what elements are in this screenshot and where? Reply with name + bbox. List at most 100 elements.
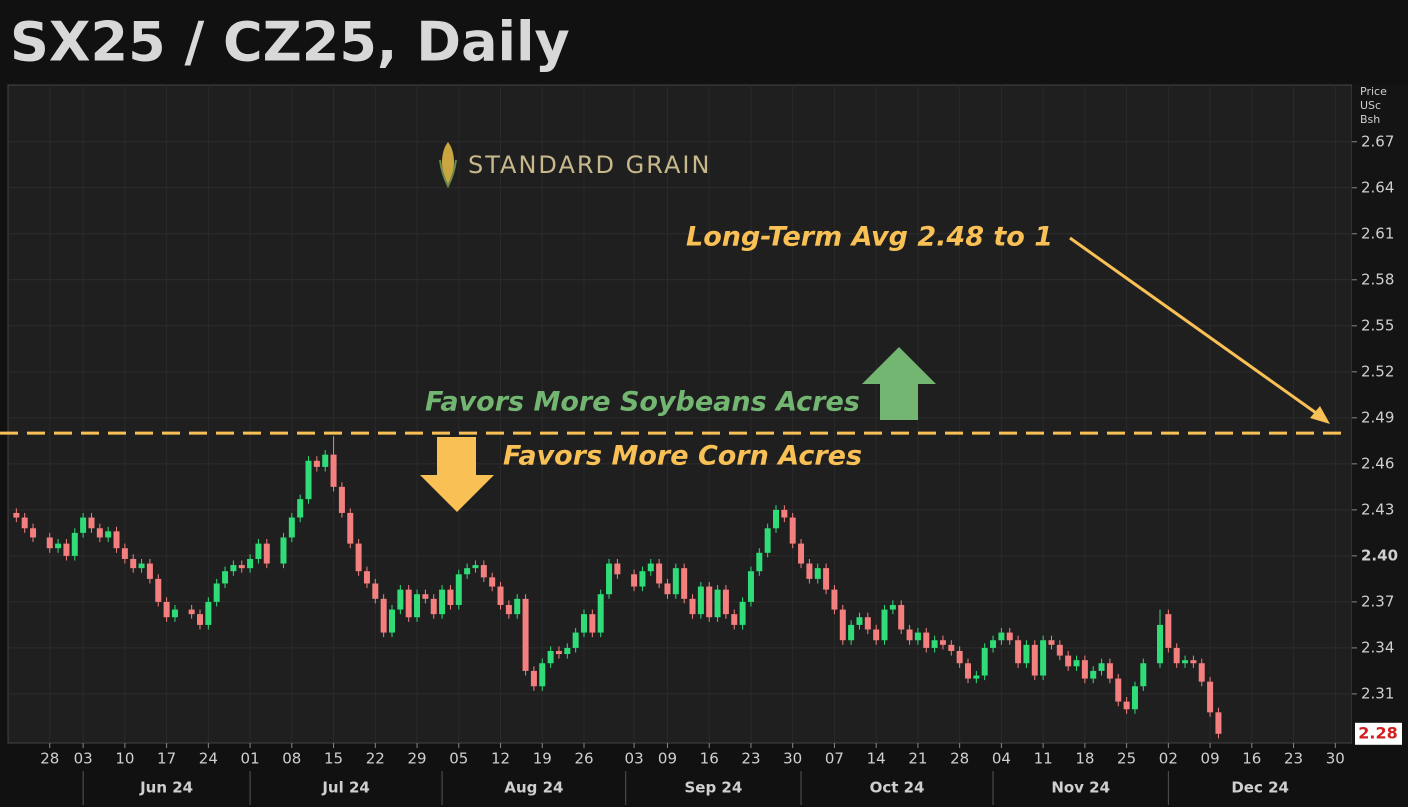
x-tick-label: 30 bbox=[1326, 750, 1345, 768]
candle-body bbox=[113, 531, 120, 549]
candle-body bbox=[965, 663, 971, 679]
candle-body bbox=[30, 528, 37, 538]
candle-body bbox=[472, 565, 479, 569]
candle-body bbox=[288, 517, 295, 538]
candle-body bbox=[372, 583, 379, 599]
candle-body bbox=[464, 568, 471, 575]
candle-body bbox=[697, 586, 704, 615]
candle-body bbox=[297, 499, 304, 518]
x-tick-label: 22 bbox=[366, 750, 385, 768]
candle-body bbox=[906, 629, 913, 641]
candle-body bbox=[105, 531, 112, 538]
candle-body bbox=[247, 558, 254, 569]
candle-body bbox=[230, 565, 237, 572]
y-tick-label: 2.58 bbox=[1361, 270, 1394, 288]
x-tick-label: 11 bbox=[1034, 750, 1053, 768]
candle-body bbox=[823, 568, 830, 590]
candle-body bbox=[71, 532, 78, 556]
candle-body bbox=[489, 577, 496, 587]
candle-body bbox=[1157, 624, 1163, 664]
x-tick-label: 05 bbox=[449, 750, 468, 768]
candle-body bbox=[889, 604, 896, 610]
candle-body bbox=[948, 644, 955, 651]
candle-body bbox=[898, 604, 905, 630]
candle-body bbox=[1207, 681, 1214, 713]
candle-body bbox=[664, 583, 671, 595]
candle-body bbox=[405, 589, 412, 618]
candle-body bbox=[1190, 660, 1197, 664]
candle-body bbox=[914, 632, 921, 641]
month-label: Aug 24 bbox=[504, 779, 563, 797]
candle-body bbox=[447, 589, 454, 605]
candle-body bbox=[1106, 663, 1113, 679]
y-tick-label: 2.31 bbox=[1361, 684, 1394, 702]
logo-text: STANDARD GRAIN bbox=[468, 151, 711, 179]
candle-body bbox=[681, 568, 688, 599]
candle-body bbox=[1015, 640, 1022, 664]
x-tick-label: 08 bbox=[282, 750, 301, 768]
x-tick-label: 16 bbox=[700, 750, 719, 768]
x-tick-label: 25 bbox=[1117, 750, 1136, 768]
candle-body bbox=[597, 594, 604, 633]
candle-body bbox=[1115, 678, 1122, 702]
y-tick-label: 2.37 bbox=[1361, 592, 1394, 610]
candle-body bbox=[706, 586, 713, 618]
x-tick-label: 02 bbox=[1159, 750, 1178, 768]
annotation-arrowhead bbox=[1310, 406, 1330, 424]
candle-body bbox=[639, 571, 646, 587]
candle-body bbox=[338, 486, 345, 513]
candle-body bbox=[322, 454, 329, 467]
x-tick-label: 15 bbox=[324, 750, 343, 768]
axes: 2.31 2.34 2.37 2.40 2.43 2.46 2.49 2.52 2.55 2.58… bbox=[40, 132, 1402, 805]
candle-body bbox=[146, 563, 153, 579]
candle-body bbox=[1123, 701, 1130, 710]
candle-body bbox=[631, 574, 638, 587]
candle-body bbox=[798, 543, 805, 564]
candle-body bbox=[63, 543, 70, 556]
candle-body bbox=[773, 509, 779, 529]
candle-body bbox=[397, 589, 404, 610]
candle-body bbox=[363, 571, 370, 584]
candle-body bbox=[572, 632, 579, 648]
candle-body bbox=[973, 675, 980, 679]
candle-body bbox=[722, 589, 729, 615]
candle-body bbox=[1198, 663, 1205, 682]
x-tick-label: 04 bbox=[992, 750, 1011, 768]
candle-body bbox=[939, 640, 946, 645]
candle-body bbox=[1006, 632, 1013, 641]
candle-body bbox=[422, 594, 429, 599]
month-label: Jun 24 bbox=[139, 779, 193, 797]
candle-body bbox=[806, 563, 813, 579]
candle-body bbox=[1073, 660, 1080, 667]
y-tick-label: 2.34 bbox=[1361, 638, 1394, 656]
candle-body bbox=[347, 512, 354, 544]
candle-body bbox=[1098, 663, 1105, 671]
candle-body bbox=[188, 609, 195, 615]
y-axis-label: Price bbox=[1360, 85, 1387, 98]
x-tick-label: 01 bbox=[241, 750, 260, 768]
chart-title: SX25 / CZ25, Daily bbox=[10, 11, 570, 74]
candle-body bbox=[923, 632, 930, 648]
candle-body bbox=[305, 460, 312, 500]
logo-leaf bbox=[439, 159, 457, 189]
candle-body bbox=[747, 571, 754, 602]
candle-body bbox=[138, 563, 145, 569]
month-label: Oct 24 bbox=[870, 779, 925, 797]
candles bbox=[13, 436, 1222, 739]
candle-body bbox=[96, 528, 103, 538]
x-tick-label: 14 bbox=[867, 750, 886, 768]
y-tick-label: 2.49 bbox=[1361, 408, 1394, 426]
candle-body bbox=[1040, 640, 1047, 676]
month-label: Sep 24 bbox=[684, 779, 742, 797]
candle-body bbox=[1081, 660, 1088, 679]
x-tick-label: 21 bbox=[908, 750, 927, 768]
candle-body bbox=[197, 614, 203, 625]
x-tick-label: 30 bbox=[783, 750, 802, 768]
x-tick-label: 23 bbox=[1284, 750, 1303, 768]
candle-body bbox=[1131, 686, 1138, 710]
candle-body bbox=[856, 617, 863, 625]
logo: STANDARD GRAIN bbox=[439, 142, 711, 189]
candle-body bbox=[263, 543, 270, 564]
candle-body bbox=[21, 517, 28, 529]
